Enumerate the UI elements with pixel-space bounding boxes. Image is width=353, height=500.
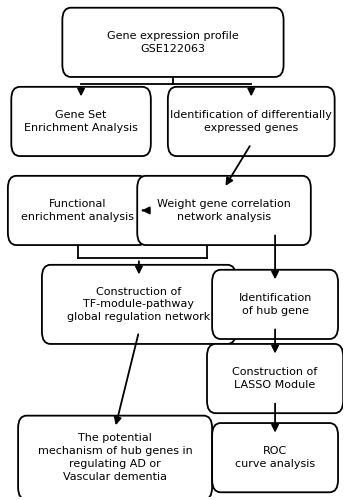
FancyBboxPatch shape — [8, 176, 148, 245]
FancyBboxPatch shape — [18, 416, 212, 500]
FancyBboxPatch shape — [207, 344, 343, 413]
FancyBboxPatch shape — [168, 87, 335, 156]
Text: Gene Set
Enrichment Analysis: Gene Set Enrichment Analysis — [24, 110, 138, 133]
Text: Construction of
LASSO Module: Construction of LASSO Module — [233, 367, 318, 390]
FancyBboxPatch shape — [11, 87, 151, 156]
Text: Identification of differentially
expressed genes: Identification of differentially express… — [170, 110, 332, 133]
FancyBboxPatch shape — [62, 8, 283, 77]
Text: Construction of
TF-module-pathway
global regulation network: Construction of TF-module-pathway global… — [67, 286, 210, 322]
Text: Identification
of hub gene: Identification of hub gene — [238, 293, 312, 316]
FancyBboxPatch shape — [42, 265, 236, 344]
Text: ROC
curve analysis: ROC curve analysis — [235, 446, 315, 469]
Text: Gene expression profile
GSE122063: Gene expression profile GSE122063 — [107, 31, 239, 54]
FancyBboxPatch shape — [137, 176, 311, 245]
FancyBboxPatch shape — [212, 423, 338, 492]
Text: The potential
mechanism of hub genes in
regulating AD or
Vascular dementia: The potential mechanism of hub genes in … — [38, 434, 192, 482]
Text: Functional
enrichment analysis: Functional enrichment analysis — [21, 199, 134, 222]
Text: Weight gene correlation
network analysis: Weight gene correlation network analysis — [157, 199, 291, 222]
FancyBboxPatch shape — [212, 270, 338, 339]
